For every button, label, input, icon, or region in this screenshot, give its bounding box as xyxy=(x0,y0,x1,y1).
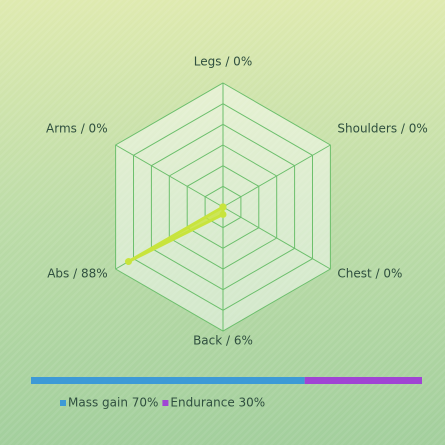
axis-label: Abs / 88% xyxy=(47,267,107,281)
spoke xyxy=(115,144,224,208)
axis-label: Chest / 0% xyxy=(337,267,402,281)
axis-label: Back / 6% xyxy=(193,334,253,348)
legend-swatch xyxy=(60,400,66,406)
legend-label: Endurance 30% xyxy=(170,396,265,410)
axis-label: Shoulders / 0% xyxy=(337,122,427,136)
radar-point xyxy=(219,210,227,218)
radar-point xyxy=(124,258,132,266)
radar-point xyxy=(219,203,227,211)
bar-segment xyxy=(31,377,305,384)
axis-label: Arms / 0% xyxy=(46,122,108,136)
radar-area xyxy=(126,205,225,264)
bar-segment xyxy=(304,377,422,384)
legend-swatch xyxy=(162,400,169,406)
axis-label: Legs / 0% xyxy=(194,55,252,69)
spoke xyxy=(222,206,331,270)
legend-label: Mass gain 70% xyxy=(68,396,158,410)
spoke xyxy=(222,144,331,208)
